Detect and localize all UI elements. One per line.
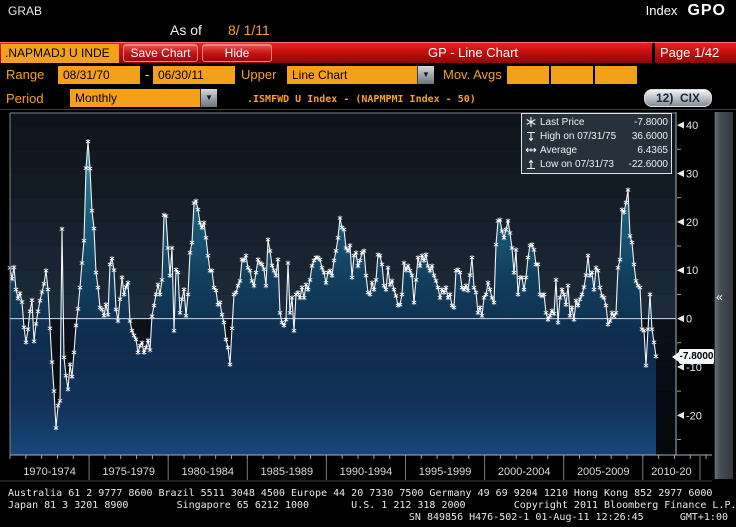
legend-row: Low on 07/31/73 -22.6000 <box>525 157 668 171</box>
chevron-down-icon[interactable]: ▼ <box>200 89 217 107</box>
period-label: Period <box>6 91 44 106</box>
y-tick-label: -20 <box>686 410 702 422</box>
high-marker-icon <box>527 131 535 142</box>
footer-copyright-line: Japan 81 3 3201 8900 Singapore 65 6212 1… <box>8 500 736 511</box>
x-axis: 1970-1974 1975-1979 1980-1984 1985-1989 1990… <box>9 455 707 480</box>
low-marker-icon <box>527 159 535 170</box>
y-tick-arrow-icon <box>677 121 684 129</box>
chart-legend: Last Price -7.8000 High on 07/31/75 36.6000… <box>521 113 672 174</box>
mov-avg-input-3[interactable] <box>595 66 637 84</box>
last-price-tag: -7.8000 <box>672 349 714 364</box>
upper-chart-type-select[interactable]: Line Chart <box>287 66 417 84</box>
y-tick-label: 40 <box>686 120 698 132</box>
hide-button[interactable]: Hide <box>202 44 272 62</box>
range-end-input[interactable]: 06/30/11 <box>153 66 235 84</box>
page-separator <box>652 43 655 64</box>
save-chart-button[interactable]: Save Chart <box>123 44 198 62</box>
cix-button[interactable]: 12) CIX <box>644 89 712 107</box>
x-tick-label: 1980-1984 <box>181 466 234 478</box>
legend-row: Average 6.4365 <box>525 143 668 157</box>
footer-contact-line: Australia 61 2 9777 8600 Brazil 5511 304… <box>8 488 713 499</box>
legend-value: -7.8000 <box>634 116 668 128</box>
y-tick-arrow-icon <box>677 363 684 371</box>
y-tick-label: -10 <box>686 362 702 374</box>
mov-avg-input-1[interactable] <box>507 66 549 84</box>
screen-title: GP - Line Chart <box>427 45 519 60</box>
asof-date[interactable]: 8/ 1/11 <box>228 22 270 38</box>
x-tick-label: 1970-1974 <box>23 466 76 478</box>
x-tick-label: 1985-1989 <box>261 466 314 478</box>
mov-avgs-label: Mov. Avgs <box>443 67 502 82</box>
index-label: Index <box>645 3 678 18</box>
average-marker-icon <box>525 147 537 153</box>
function-code: GPO <box>687 2 726 19</box>
price-series-line[interactable] <box>7 139 659 431</box>
security-ticker-field[interactable]: .NAPMADJ U INDE <box>1 44 119 63</box>
mov-avg-input-2[interactable] <box>551 66 593 84</box>
footer-session-line: SN 849856 H476-502-1 01-Aug-11 12:26:45 … <box>408 512 728 523</box>
upper-label: Upper <box>241 67 277 82</box>
legend-value: -22.6000 <box>628 158 668 170</box>
y-tick-arrow-icon <box>677 315 684 323</box>
legend-label: Last Price <box>540 116 585 128</box>
y-tick-label: 20 <box>686 217 698 229</box>
y-axis: 40 30 20 10 0 -10 -20 <box>677 120 702 441</box>
y-tick-arrow-icon <box>677 266 684 274</box>
panel-divider <box>0 109 736 110</box>
legend-row: High on 07/31/75 36.6000 <box>525 129 668 143</box>
x-tick-label: 2010-20 <box>651 466 691 478</box>
toolbar: .NAPMADJ U INDE Save Chart Hide GP - Lin… <box>0 42 736 64</box>
page-indicator[interactable]: Page 1/42 <box>660 45 720 60</box>
y-tick-arrow-icon <box>677 169 684 177</box>
collapse-panel-icon[interactable]: « <box>716 290 723 304</box>
x-tick-label: 2000-2004 <box>498 466 551 478</box>
panel-scrollbar[interactable] <box>714 112 733 479</box>
asof-label: As of <box>170 22 202 38</box>
x-tick-label: 2005-2009 <box>577 466 630 478</box>
y-tick-label: 0 <box>686 314 692 326</box>
x-tick-label: 1975-1979 <box>102 466 155 478</box>
x-tick-label: 1990-1994 <box>340 466 393 478</box>
legend-label: High on 07/31/75 <box>540 130 617 142</box>
y-tick-arrow-icon <box>677 218 684 226</box>
grab-label: GRAB <box>8 4 43 18</box>
legend-value: 6.4365 <box>637 144 668 156</box>
legend-value: 36.6000 <box>631 130 668 142</box>
range-start-input[interactable]: 08/31/70 <box>58 66 140 84</box>
y-tick-label: 10 <box>686 265 698 277</box>
series-formula-label: .ISMFWD U Index - (NAPMPMI Index - 50) <box>247 94 476 105</box>
x-tick-label: 1995-1999 <box>419 466 472 478</box>
y-tick-arrow-icon <box>677 411 684 419</box>
chevron-down-icon[interactable]: ▼ <box>417 66 434 84</box>
y-tick-label: 30 <box>686 168 698 180</box>
period-select[interactable]: Monthly <box>70 89 200 107</box>
function-title: Index GPO <box>646 2 726 20</box>
legend-label: Average <box>540 144 578 156</box>
legend-label: Low on 07/31/73 <box>540 158 614 170</box>
range-label: Range <box>6 67 45 82</box>
range-dash: - <box>145 67 150 82</box>
star-marker-icon <box>526 117 536 127</box>
legend-row: Last Price -7.8000 <box>525 115 668 129</box>
